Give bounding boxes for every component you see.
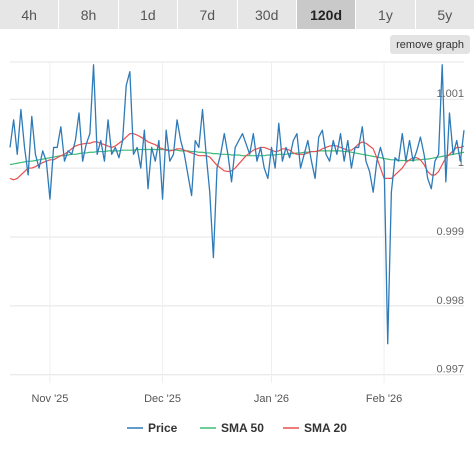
legend-label-sma20[interactable]: SMA 20 — [304, 421, 347, 435]
series-line-price — [9, 64, 465, 345]
grid-lines — [10, 61, 464, 383]
legend-label-sma50[interactable]: SMA 50 — [221, 421, 264, 435]
legend-label-price[interactable]: Price — [148, 421, 178, 435]
x-tick-label: Jan '26 — [254, 393, 289, 405]
tab-7d[interactable]: 7d — [178, 0, 238, 29]
y-tick-label: 0.999 — [436, 226, 464, 238]
series-line-sma50 — [9, 148, 465, 166]
y-tick-label: 1 — [458, 157, 464, 169]
tab-4h[interactable]: 4h — [0, 0, 60, 29]
legend: Price SMA 50 SMA 20 — [127, 421, 347, 435]
y-tick-label: 0.997 — [436, 364, 464, 376]
tab-30d[interactable]: 30d — [237, 0, 297, 29]
x-axis-labels: Nov '25 Dec '25 Jan '26 Feb '26 — [31, 393, 402, 405]
y-tick-label: 0.998 — [436, 295, 464, 307]
tab-8h[interactable]: 8h — [59, 0, 119, 29]
timeframe-tabs: 4h 8h 1d 7d 30d 120d 1y 5y — [0, 0, 474, 29]
x-tick-label: Feb '26 — [366, 393, 402, 405]
series-line-sma20 — [9, 133, 465, 181]
x-tick-label: Nov '25 — [31, 393, 68, 405]
tab-1d[interactable]: 1d — [118, 0, 179, 29]
tab-120d[interactable]: 120d — [296, 0, 357, 29]
x-tick-label: Dec '25 — [144, 393, 181, 405]
tab-5y[interactable]: 5y — [415, 0, 474, 29]
series-lines — [9, 64, 465, 345]
tab-1y[interactable]: 1y — [356, 0, 416, 29]
remove-graph-button[interactable]: remove graph — [390, 35, 470, 54]
